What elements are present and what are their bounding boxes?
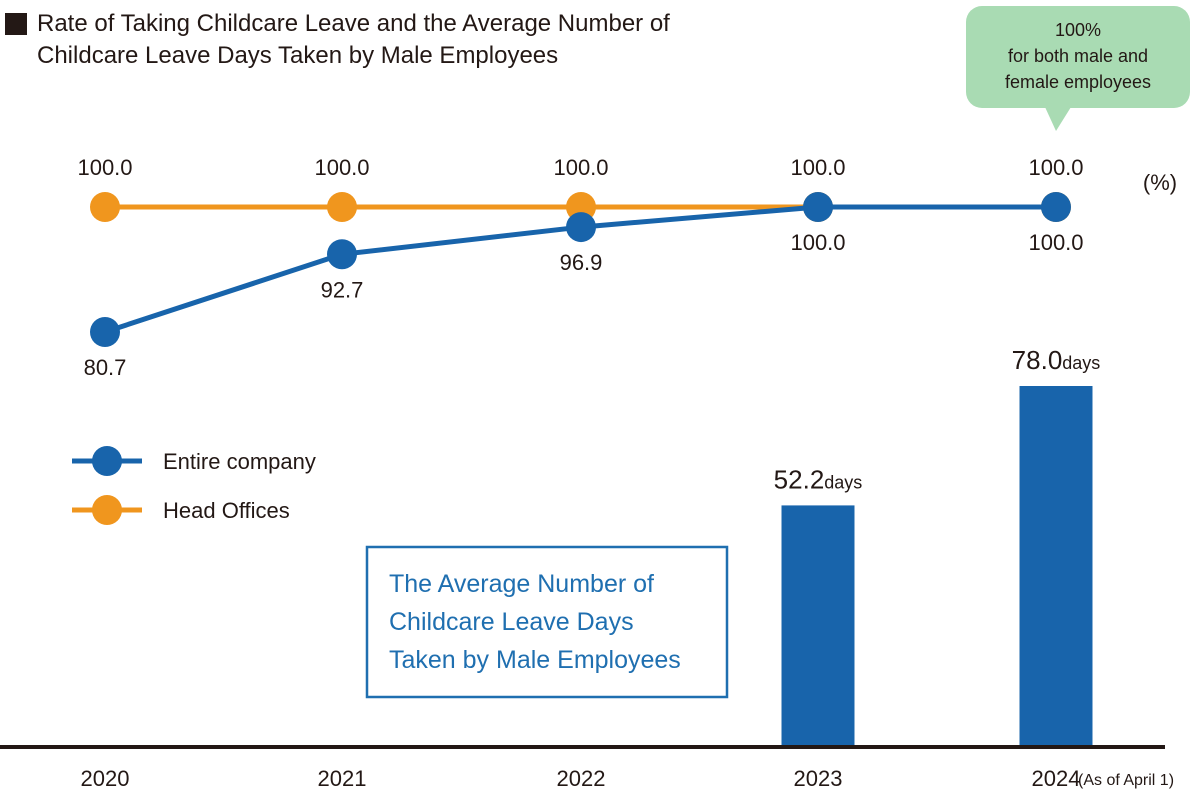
unit-label: (%) [1143, 170, 1177, 195]
line-data-labels: 100.0 100.0 100.0 100.0 100.0 80.7 92.7 96.9 100… [77, 155, 1083, 380]
bar-value-unit: days [824, 472, 862, 492]
bar-value-label: 78.0days [1012, 345, 1101, 375]
callout-box [966, 6, 1190, 108]
x-tick-label: 2022 [557, 766, 606, 791]
entire-company-value-label: 80.7 [84, 355, 127, 380]
bar-2023 [781, 505, 855, 747]
x-tick-label: 2021 [318, 766, 367, 791]
entire-company-series [90, 192, 1071, 347]
legend-head-marker [92, 495, 122, 525]
entire-company-point [90, 317, 120, 347]
entire-company-value-label: 96.9 [560, 250, 603, 275]
legend: Entire company Head Offices [72, 446, 316, 525]
caption-line3: Taken by Male Employees [389, 646, 681, 674]
callout-line1: 100% [1055, 20, 1101, 40]
caption-line2: Childcare Leave Days [389, 608, 634, 636]
bar-chart-caption-box: The Average Number of Childcare Leave Da… [365, 545, 729, 699]
head-offices-point [327, 192, 357, 222]
caption-box-border [365, 545, 729, 699]
entire-company-point [1041, 192, 1071, 222]
x-tick-label: 2024 [1032, 766, 1081, 791]
chart-title-line1: Rate of Taking Childcare Leave and the A… [37, 10, 670, 37]
head-offices-value-label: 100.0 [77, 155, 132, 180]
legend-entire-label: Entire company [163, 449, 316, 474]
chart-title-line2: Childcare Leave Days Taken by Male Emplo… [37, 42, 558, 69]
entire-company-value-label: 92.7 [321, 277, 364, 302]
entire-company-point [566, 212, 596, 243]
x-tick-label: 2023 [794, 766, 843, 791]
head-offices-value-label: 100.0 [1028, 155, 1083, 180]
entire-company-point [803, 192, 833, 222]
x-axis-ticks: 2020 2021 2022 2023 2024 [81, 766, 1081, 791]
legend-entire-marker [92, 446, 122, 476]
callout-line2: for both male and [1008, 46, 1148, 66]
x-axis-note: (As of April 1) [1078, 772, 1174, 789]
bar-value-number: 78.0 [1012, 345, 1063, 375]
title-square-icon [5, 13, 27, 35]
callout-bubble: 100% for both male and female employees [966, 6, 1190, 131]
bar-value-label: 52.2days [774, 464, 863, 494]
entire-company-point [327, 239, 357, 270]
head-offices-value-label: 100.0 [314, 155, 369, 180]
head-offices-value-label: 100.0 [790, 155, 845, 180]
head-offices-value-label: 100.0 [553, 155, 608, 180]
callout-line3: female employees [1005, 72, 1151, 92]
x-tick-label: 2020 [81, 766, 130, 791]
bar-value-number: 52.2 [774, 464, 825, 494]
entire-company-value-label: 100.0 [1028, 230, 1083, 255]
bar-2024 [1019, 386, 1093, 747]
entire-company-value-label: 100.0 [790, 230, 845, 255]
head-offices-point [90, 192, 120, 222]
caption-line1: The Average Number of [389, 570, 654, 598]
callout-pointer [1045, 107, 1071, 131]
bar-value-unit: days [1062, 353, 1100, 373]
legend-head-label: Head Offices [163, 498, 290, 523]
